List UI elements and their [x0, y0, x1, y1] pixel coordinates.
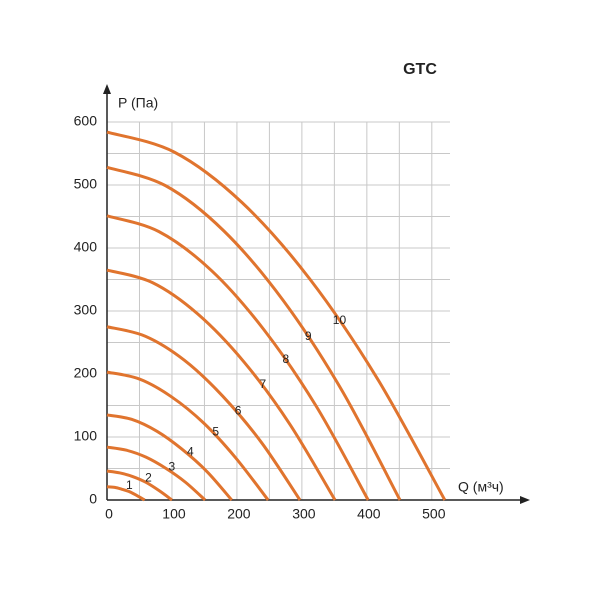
curve-label: 1	[126, 478, 133, 492]
x-tick-label: 300	[292, 506, 316, 522]
curve-label: 2	[145, 471, 152, 485]
y-tick-label: 300	[74, 302, 98, 318]
y-tick-label: 200	[74, 365, 98, 381]
curve-label: 4	[187, 444, 194, 458]
y-axis-label: P (Па)	[118, 95, 158, 111]
curve	[106, 214, 370, 501]
y-tick-label: 0	[89, 491, 97, 507]
curve	[106, 268, 337, 501]
curve-label: 7	[259, 377, 266, 391]
x-arrow	[520, 496, 530, 504]
x-tick-label: 400	[357, 506, 381, 522]
curve-label: 5	[212, 425, 219, 439]
curve-label: 6	[235, 404, 242, 418]
curve	[106, 413, 233, 501]
curve	[106, 130, 447, 501]
curve-label: 8	[283, 352, 290, 366]
y-tick-label: 100	[74, 428, 98, 444]
curve	[106, 469, 173, 502]
curve-label: 9	[305, 329, 312, 343]
x-axis-label: Q (м³ч)	[458, 479, 504, 495]
x-tick-label: 100	[162, 506, 186, 522]
y-tick-label: 600	[74, 113, 98, 129]
x-tick-label: 0	[105, 506, 113, 522]
y-tick-label: 400	[74, 239, 98, 255]
x-tick-label: 200	[227, 506, 251, 522]
x-tick-label: 500	[422, 506, 446, 522]
curve-label: 10	[333, 313, 347, 327]
curve	[106, 165, 402, 501]
curve	[106, 445, 207, 502]
curve	[106, 485, 146, 502]
chart-title: GTC	[403, 61, 437, 78]
curve	[106, 325, 302, 501]
y-arrow	[103, 84, 111, 94]
y-tick-label: 500	[74, 176, 98, 192]
axes	[103, 84, 530, 504]
curve	[106, 370, 270, 501]
curve-label: 3	[169, 460, 176, 474]
